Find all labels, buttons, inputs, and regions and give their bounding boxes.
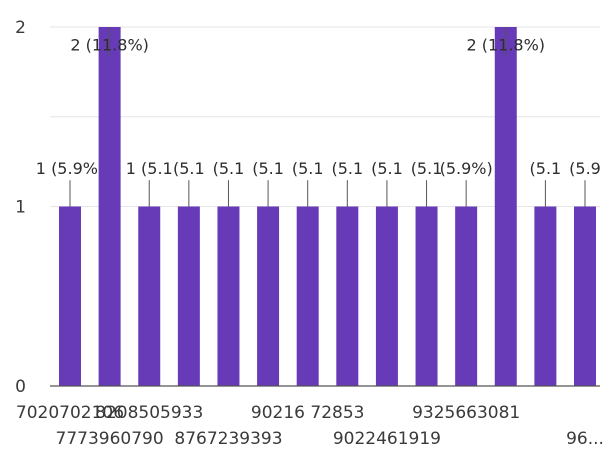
data-label: (5.1 bbox=[173, 159, 205, 178]
bar bbox=[177, 206, 200, 386]
bar bbox=[375, 206, 398, 386]
data-label: (5.1 bbox=[411, 159, 443, 178]
bar bbox=[415, 206, 438, 386]
data-label: (5.1 bbox=[292, 159, 324, 178]
y-tick-label: 0 bbox=[15, 377, 26, 397]
data-label: 2 (11.8%) bbox=[466, 35, 545, 54]
x-tick-label: 90216 72853 bbox=[251, 403, 365, 423]
bar bbox=[494, 27, 517, 386]
bar bbox=[217, 206, 240, 386]
bar bbox=[138, 206, 161, 386]
x-tick-label: 9022461919 bbox=[333, 429, 441, 449]
bar bbox=[455, 206, 478, 386]
x-tick-label: 9325663081 bbox=[412, 403, 520, 423]
x-tick-label: 7020702106 bbox=[16, 403, 124, 423]
x-tick-label: 8208505933 bbox=[95, 403, 203, 423]
data-label: (5.1 bbox=[371, 159, 403, 178]
data-label: (5.1 bbox=[530, 159, 562, 178]
bar bbox=[59, 206, 81, 386]
bar bbox=[296, 206, 319, 386]
bar bbox=[257, 206, 280, 386]
data-label: (5.9%) bbox=[440, 159, 493, 178]
x-tick-label: 7773960790 bbox=[56, 429, 164, 449]
x-tick-label: 8767239393 bbox=[174, 429, 282, 449]
bar bbox=[534, 206, 557, 386]
bar bbox=[98, 27, 121, 386]
y-tick-label: 1 bbox=[15, 198, 26, 218]
y-tick-label: 2 bbox=[15, 18, 26, 38]
data-label: (5.1 bbox=[213, 159, 245, 178]
data-label: (5.9 bbox=[569, 159, 601, 178]
bar bbox=[574, 206, 596, 386]
x-tick-label: 96... bbox=[566, 429, 604, 449]
data-label: (5.1 bbox=[331, 159, 363, 178]
data-label: 1 (5.9%) bbox=[36, 159, 104, 178]
data-label: (5.1 bbox=[252, 159, 284, 178]
bar bbox=[336, 206, 359, 386]
data-label: 2 (11.8%) bbox=[70, 35, 149, 54]
data-label: 1 (5.1 bbox=[126, 159, 173, 178]
